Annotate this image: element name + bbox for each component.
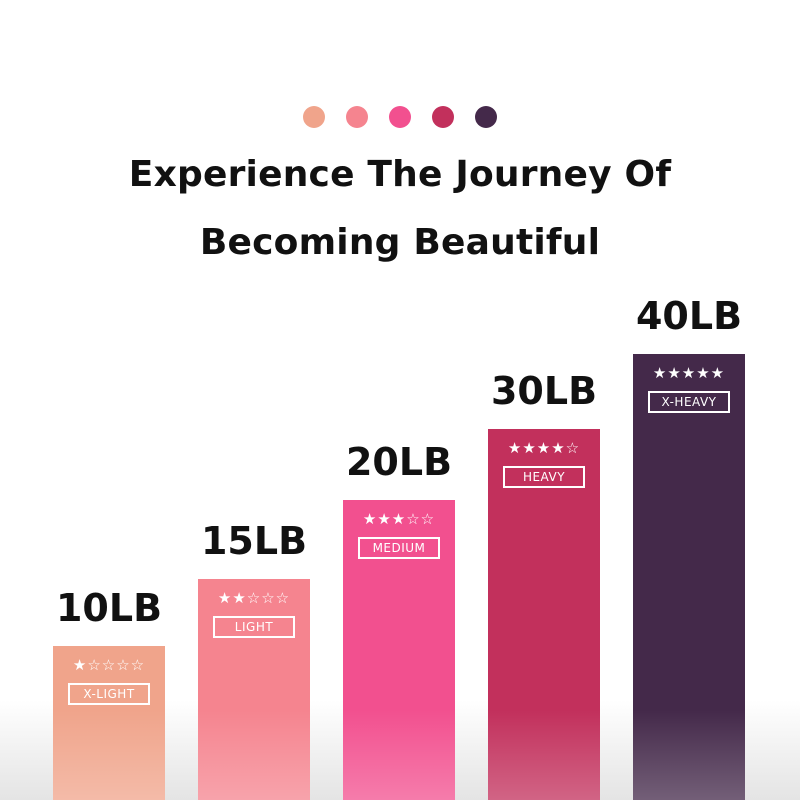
- level-tag: LIGHT: [213, 616, 295, 638]
- bar-30lb: ★★★★☆ HEAVY: [488, 429, 600, 800]
- level-tag: HEAVY: [503, 466, 585, 488]
- color-dot: [303, 106, 325, 128]
- color-dot: [475, 106, 497, 128]
- star-rating-icon: ★★☆☆☆: [217, 589, 291, 607]
- bar-20lb: ★★★☆☆ MEDIUM: [343, 500, 455, 800]
- bar-shade: [488, 710, 600, 800]
- level-tag: X-HEAVY: [648, 391, 730, 413]
- headline-line-2: Becoming Beautiful: [199, 222, 601, 263]
- level-tag: MEDIUM: [358, 537, 440, 559]
- color-dot: [432, 106, 454, 128]
- bar-shade: [53, 710, 165, 800]
- bar-10lb: ★☆☆☆☆ X-LIGHT: [53, 646, 165, 800]
- weight-label: 10LB: [55, 586, 163, 630]
- bar-shade: [343, 710, 455, 800]
- star-rating-icon: ★☆☆☆☆: [72, 656, 146, 674]
- color-dot: [389, 106, 411, 128]
- color-dot: [346, 106, 368, 128]
- bar-40lb: ★★★★★ X-HEAVY: [633, 354, 745, 800]
- star-rating-icon: ★★★☆☆: [362, 510, 436, 528]
- color-dots: [0, 106, 800, 128]
- weight-label: 40LB: [635, 294, 743, 338]
- headline-line-1: Experience The Journey Of: [128, 154, 672, 195]
- star-rating-icon: ★★★★☆: [507, 439, 581, 457]
- bar-shade: [633, 710, 745, 800]
- bar-15lb: ★★☆☆☆ LIGHT: [198, 579, 310, 800]
- star-rating-icon: ★★★★★: [652, 364, 726, 382]
- bar-shade: [198, 710, 310, 800]
- weight-label: 20LB: [345, 440, 453, 484]
- level-tag: X-LIGHT: [68, 683, 150, 705]
- weight-label: 15LB: [200, 519, 308, 563]
- weight-label: 30LB: [490, 369, 598, 413]
